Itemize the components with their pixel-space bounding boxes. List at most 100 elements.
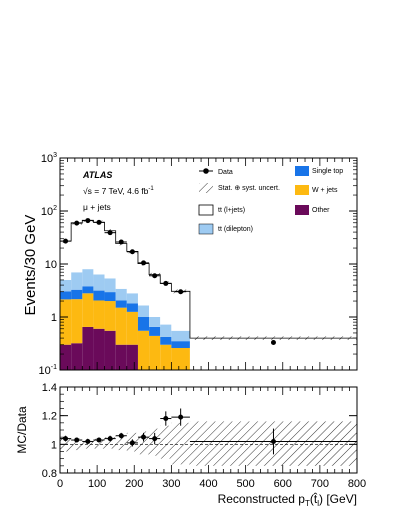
bar-w-jets	[115, 307, 127, 345]
main-panel: 10-1 1 10 102 103 Events/30 GeV ATLAS √s = 7…	[22, 152, 358, 377]
ratio-panel: 0 100 200 300 400 500 600 700 800 0.8 1 1.2 1.4 MC/…	[15, 382, 366, 508]
main-y-ticks: 10-1 1 10 102 103	[39, 152, 357, 377]
bar-other	[104, 330, 116, 370]
bar-other	[71, 343, 83, 370]
data-point	[141, 260, 147, 266]
bar-single-top	[82, 286, 94, 294]
bar-single-top	[115, 300, 127, 308]
ratio-band-segment	[171, 422, 190, 465]
bar-w-jets	[137, 330, 150, 370]
bar-tt-dilepton-	[149, 317, 161, 327]
bar-tt-l-jets-	[60, 241, 72, 280]
bar-tt-dilepton-	[115, 288, 127, 301]
ratio-point	[118, 433, 124, 439]
legend-single-top-swatch	[295, 166, 309, 176]
bar-other	[115, 344, 127, 370]
bar-w-jets	[60, 299, 72, 345]
bar-single-top	[137, 317, 150, 331]
ratio-y-axis-label: MC/Data	[15, 406, 29, 454]
main-y-axis-label: Events/30 GeV	[22, 215, 39, 316]
bar-single-top	[149, 326, 161, 336]
data-point	[74, 220, 80, 226]
bar-other	[126, 344, 138, 370]
x-tick-label: 700	[311, 478, 329, 490]
data-point	[152, 273, 158, 279]
x-tick-label: 800	[348, 478, 366, 490]
legend-wjets-label: W + jets	[312, 187, 338, 194]
x-tick-label: 300	[162, 478, 180, 490]
bar-tt-l-jets-	[82, 220, 94, 270]
x-tick-label: 0	[57, 478, 63, 490]
main-x-ticks	[59, 158, 358, 370]
legend-entry-other: Other	[295, 205, 330, 215]
bar-w-jets	[149, 335, 161, 370]
legend-ttbar-dilepton-swatch	[198, 223, 214, 235]
ratio-band-segment	[104, 437, 116, 449]
legend-hatch-swatch	[199, 183, 213, 193]
x-tick-label: 600	[274, 478, 292, 490]
data-point	[107, 230, 113, 236]
bar-other	[60, 344, 72, 370]
bar-single-top	[71, 289, 83, 300]
bar-tt-l-jets-	[115, 243, 127, 289]
data-point	[129, 249, 135, 255]
bar-other	[93, 328, 105, 370]
ratio-point	[96, 437, 102, 443]
ratio-band-segment	[160, 425, 172, 459]
ratio-point	[152, 436, 158, 442]
ratio-point	[141, 434, 147, 440]
bar-tt-l-jets-	[160, 283, 172, 325]
ratio-points	[60, 408, 357, 455]
legend-other-swatch	[295, 205, 309, 215]
data-point	[85, 218, 91, 224]
bar-single-top	[104, 292, 116, 302]
ratio-band-segment	[115, 435, 127, 451]
legend-data-marker	[203, 168, 209, 174]
bar-other	[82, 326, 94, 370]
ratio-uncertainty-band	[60, 421, 357, 466]
ratio-point	[178, 414, 184, 420]
data-point	[270, 340, 276, 346]
bar-tt-l-jets-	[126, 251, 138, 294]
ratio-y-tick-label: 0.8	[42, 468, 57, 480]
bar-tt-dilepton-	[93, 274, 105, 291]
legend-entry-ttbar-dilepton: tt (dilepton)	[198, 223, 253, 235]
ratio-point	[107, 436, 113, 442]
x-tick-label: 200	[125, 478, 143, 490]
bar-w-jets	[126, 311, 138, 345]
legend-entry-data: Data	[199, 168, 233, 176]
legend-ttbar-ljets-label: tt (l+jets)	[218, 207, 245, 214]
legend-ttbar-ljets-swatch	[198, 204, 214, 216]
bar-w-jets	[171, 348, 190, 370]
legend-single-top-label: Single top	[312, 168, 343, 175]
bar-tt-dilepton-	[137, 305, 150, 317]
data-point	[118, 239, 124, 245]
legend-other-label: Other	[312, 207, 330, 214]
bar-tt-l-jets-	[149, 274, 161, 317]
bar-w-jets	[160, 344, 172, 370]
data-point	[178, 289, 184, 295]
bar-tt-dilepton-	[82, 269, 94, 287]
legend-data-label: Data	[218, 169, 233, 176]
ratio-band-segment	[137, 431, 150, 455]
bar-single-top	[160, 336, 172, 345]
legend-uncertainty-label: Stat. ⊕ syst. uncert.	[218, 185, 280, 192]
bar-w-jets	[82, 293, 94, 327]
ratio-point	[63, 436, 69, 442]
ratio-point	[270, 438, 276, 444]
y-tick-label: 10-1	[39, 364, 58, 377]
bar-tt-dilepton-	[71, 272, 83, 290]
bar-tt-dilepton-	[160, 324, 172, 337]
x-tick-label: 500	[236, 478, 254, 490]
data-point	[96, 219, 102, 225]
data-point	[63, 238, 69, 244]
bar-tt-l-jets-	[93, 222, 105, 275]
ratio-y-ticks: 0.8 1 1.2 1.4	[42, 382, 357, 480]
data-points	[60, 218, 276, 346]
ratio-point	[74, 437, 80, 443]
x-tick-label: 100	[88, 478, 106, 490]
energy-label: √s = 7 TeV, 4.6 fb-1	[83, 186, 154, 196]
legend-ttbar-dilepton-label: tt (dilepton)	[218, 226, 253, 233]
legend-entry-ttbar-ljets: tt (l+jets)	[198, 204, 245, 216]
